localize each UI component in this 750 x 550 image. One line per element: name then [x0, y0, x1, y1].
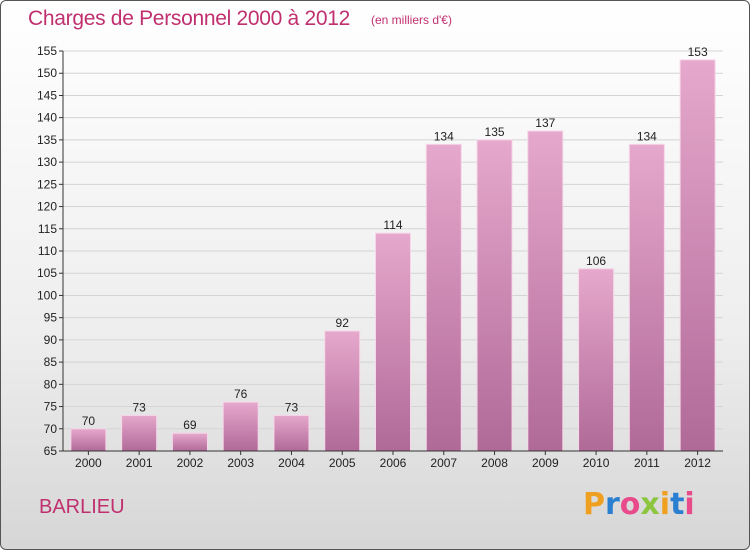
x-tick-label: 2001	[126, 456, 153, 470]
x-tick-label: 2011	[634, 456, 660, 470]
data-label: 134	[637, 129, 657, 143]
y-tick-label: 150	[37, 66, 57, 80]
y-tick-label: 115	[38, 222, 57, 236]
axes: 65 70 75 80 85 90 95 100 105 110 115 120 125 130 135 14…	[37, 44, 723, 470]
y-tick-label: 65	[44, 444, 58, 458]
bar	[375, 232, 411, 452]
logo-letter: o	[619, 487, 641, 522]
commune-name: BARLIEU	[39, 496, 125, 518]
y-tick-label: 85	[44, 355, 58, 369]
x-tick-label: 2010	[583, 456, 610, 470]
chart-title: Charges de Personnel 2000 à 2012	[28, 7, 350, 30]
data-label: 114	[383, 218, 402, 232]
x-tick-label: 2009	[532, 456, 559, 470]
logo-letter: t	[670, 487, 685, 522]
y-tick-label: 110	[38, 244, 57, 258]
bar	[578, 268, 615, 452]
logo-letter: P	[583, 487, 605, 522]
bar	[222, 401, 259, 452]
data-label: 69	[183, 418, 197, 432]
logo-letter: x	[640, 487, 660, 522]
y-tick-label: 95	[44, 311, 58, 325]
data-label: 135	[485, 125, 505, 139]
bar	[476, 139, 513, 452]
y-tick-label: 140	[37, 111, 57, 125]
x-tick-label: 2000	[75, 456, 102, 470]
data-label: 153	[688, 45, 708, 59]
y-tick-label: 125	[37, 177, 57, 191]
y-tick-label: 80	[44, 377, 58, 391]
y-tick-label: 90	[44, 333, 58, 347]
bar	[679, 59, 716, 452]
data-label: 134	[434, 129, 454, 143]
x-tick-label: 2012	[684, 456, 711, 470]
bar	[70, 428, 107, 452]
bars: 70 73 69 76 73 92 114 134 135 137 106 134 153	[70, 45, 716, 452]
bar	[273, 414, 310, 452]
x-tick-label: 2008	[481, 456, 508, 470]
logo-letter: i	[659, 487, 671, 522]
y-tick-label: 100	[37, 288, 57, 302]
bar	[425, 143, 462, 452]
y-tick-label: 130	[37, 155, 57, 169]
x-tick-label: 2003	[227, 456, 254, 470]
bar	[324, 330, 361, 452]
chart-subtitle: (en milliers d'€)	[371, 13, 452, 27]
y-tick-label: 105	[37, 266, 57, 280]
logo-letter: r	[605, 487, 620, 522]
x-tick-label: 2005	[329, 456, 356, 470]
bar	[171, 432, 208, 452]
data-label: 137	[535, 116, 555, 130]
y-tick-label: 155	[37, 44, 57, 58]
y-tick-label: 70	[44, 422, 58, 436]
y-tick-label: 145	[37, 88, 57, 102]
x-tick-label: 2006	[380, 456, 407, 470]
y-tick-label: 75	[44, 400, 58, 414]
bar	[121, 414, 158, 452]
data-label: 73	[132, 400, 146, 414]
data-label: 92	[336, 316, 350, 330]
data-label: 76	[234, 387, 248, 401]
bar	[527, 130, 564, 452]
data-label: 106	[586, 254, 606, 268]
data-label: 73	[285, 400, 299, 414]
proxiti-logo[interactable]: Proxiti	[583, 487, 695, 522]
y-tick-label: 120	[37, 200, 57, 214]
x-tick-label: 2004	[278, 456, 305, 470]
data-label: 70	[82, 414, 96, 428]
x-tick-label: 2007	[430, 456, 457, 470]
logo-letter: i	[684, 487, 695, 522]
y-tick-label: 135	[37, 133, 57, 147]
x-tick-label: 2002	[177, 456, 204, 470]
bar	[628, 143, 665, 452]
